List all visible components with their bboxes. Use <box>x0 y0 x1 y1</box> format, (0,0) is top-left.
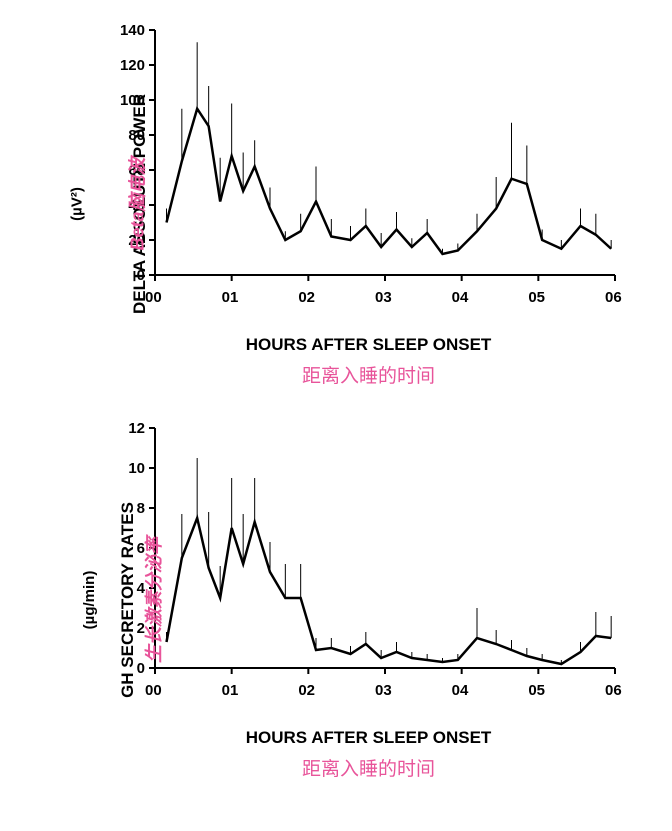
x-tick-label: 04 <box>452 289 469 306</box>
x-tick-label: 01 <box>222 682 239 699</box>
chart2-ylabel-en: GH SECRETORY RATES <box>118 502 138 698</box>
chart1-plot-area: DELTA ABSOLUTE POWER (µV²) Beta脑电波 02040… <box>115 20 622 388</box>
svg-text:120: 120 <box>120 57 145 74</box>
x-tick-label: 05 <box>528 289 545 306</box>
x-tick-label: 03 <box>375 289 392 306</box>
x-tick-label: 02 <box>298 289 315 306</box>
svg-text:10: 10 <box>128 460 145 477</box>
chart1-ylabel-unit: (µV²) <box>68 187 85 221</box>
chart2-xlabel-en: HOURS AFTER SLEEP ONSET <box>115 728 622 748</box>
gh-secretory-chart: GH SECRETORY RATES (µg/min) 生长激素分泌率 0246… <box>20 418 652 781</box>
chart2-ylabel-unit: (µg/min) <box>81 570 98 629</box>
chart2-svg: 024681012 <box>115 418 625 678</box>
svg-text:140: 140 <box>120 22 145 39</box>
x-tick-label: 06 <box>605 682 622 699</box>
x-tick-label: 01 <box>222 289 239 306</box>
chart1-ylabel-cn: Beta脑电波 <box>124 157 150 250</box>
x-tick-label: 02 <box>298 682 315 699</box>
chart1-xlabel-en: HOURS AFTER SLEEP ONSET <box>115 335 622 355</box>
x-tick-label: 03 <box>375 682 392 699</box>
chart2-ylabel-cn: 生长激素分泌率 <box>140 537 166 663</box>
x-tick-label: 04 <box>452 682 469 699</box>
svg-text:12: 12 <box>128 420 145 437</box>
chart1-xlabel-cn: 距离入睡的时间 <box>115 361 622 388</box>
chart2-plot-area: GH SECRETORY RATES (µg/min) 生长激素分泌率 0246… <box>115 418 622 781</box>
delta-power-chart: DELTA ABSOLUTE POWER (µV²) Beta脑电波 02040… <box>20 20 652 388</box>
x-tick-label: 05 <box>528 682 545 699</box>
x-tick-label: 06 <box>605 289 622 306</box>
x-tick-label: 00 <box>145 289 162 306</box>
x-tick-label: 00 <box>145 682 162 699</box>
chart1-svg: 020406080100120140 <box>115 20 625 285</box>
chart2-xlabel-cn: 距离入睡的时间 <box>115 754 622 781</box>
